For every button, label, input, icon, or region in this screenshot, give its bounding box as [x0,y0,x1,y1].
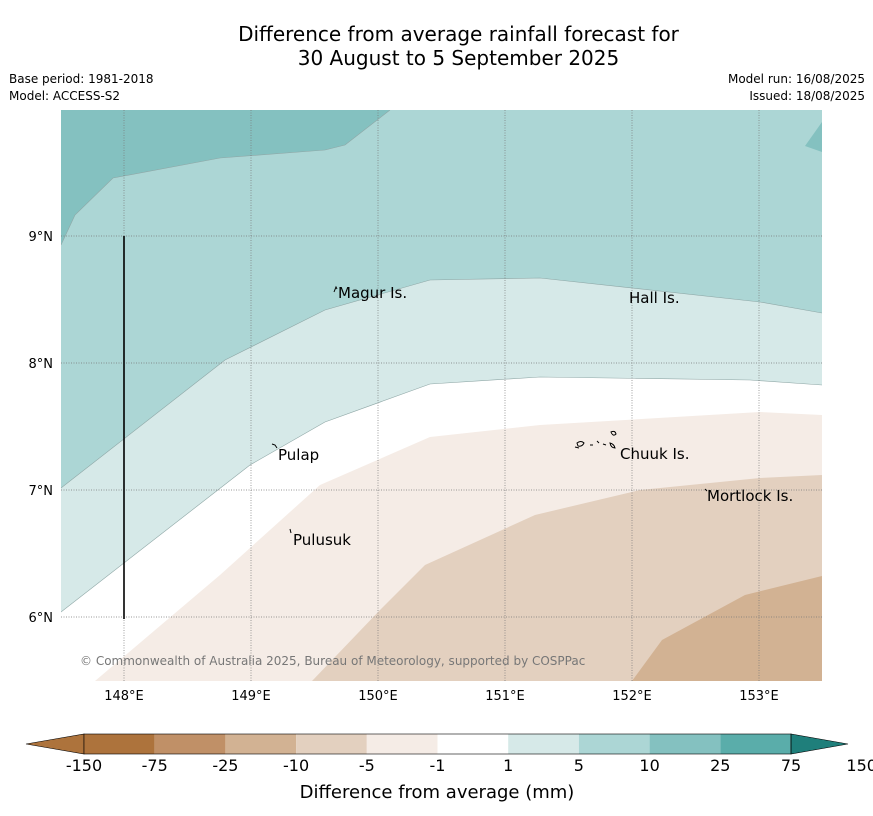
island-outlines [271,285,708,534]
lon-label: 152°E [612,689,652,704]
colorbar-tick-label: -10 [283,756,309,775]
colorbar-swatch [154,734,226,754]
lon-label: 150°E [358,689,398,704]
colorbar-extension-high [790,733,849,755]
colorbar-tick-label: -25 [212,756,238,775]
lon-label: 151°E [485,689,525,704]
place-labels: Magur Is. Hall Is. Pulap Chuuk Is. Mortl… [278,284,793,549]
colorbar-swatch [508,734,579,754]
title-line-1: Difference from average rainfall forecas… [238,22,679,46]
lat-label: 6°N [29,611,54,626]
colorbar-swatch [649,734,721,754]
colorbar-title: Difference from average (mm) [300,782,575,803]
base-period-text: Base period: 1981-2018 [9,72,154,86]
colorbar-tick-label: 25 [710,756,730,775]
colorbar-swatch [720,734,791,754]
colorbar-tick-label: 10 [639,756,659,775]
colorbar-tick-label: -5 [359,756,375,775]
colorbar-tick-label: -75 [142,756,168,775]
colorbar-swatch [366,734,438,754]
place-label-pulusuk: Pulusuk [293,531,351,549]
colorbar-tick-label: -150 [66,756,102,775]
zone-minus25-minus10 [632,576,822,681]
colorbar-tick-label: 1 [503,756,513,775]
zone-10-25-corner [805,122,822,152]
lon-labels: 148°E 149°E 150°E 151°E 152°E 153°E [104,689,779,704]
place-label-hall: Hall Is. [629,289,680,307]
lat-label: 8°N [29,357,54,372]
place-label-mortlock: Mortlock Is. [707,487,793,505]
copyright-notice: © Commonwealth of Australia 2025, Bureau… [80,654,585,668]
colorbar-frame [83,733,792,755]
model-text: Model: ACCESS-S2 [9,89,121,103]
model-run-text: Model run: 16/08/2025 [727,72,865,86]
title-line-2: 30 August to 5 September 2025 [297,46,620,70]
contour-lines [61,110,822,613]
rainfall-map: 9°N 8°N 7°N 6°N 148°E 149°E 150°E 151°E … [29,110,822,704]
place-label-pulap: Pulap [278,446,319,464]
lon-label: 149°E [231,689,271,704]
place-label-chuuk: Chuuk Is. [620,445,689,463]
lat-label: 7°N [29,484,54,499]
colorbar-ticks: -150 -75 -25 -10 -5 -1 1 5 10 25 75 150 [66,756,873,775]
colorbar [25,733,849,755]
place-label-magur: Magur Is. [338,284,407,302]
chart-title: Difference from average rainfall forecas… [0,22,873,70]
colorbar-swatch [437,734,509,754]
issued-text: Issued: 18/08/2025 [749,89,865,103]
meta-right: Model run: 16/08/2025 Issued: 18/08/2025 [728,71,865,105]
colorbar-swatch [225,734,297,754]
colorbar-swatch [578,734,650,754]
colorbar-tick-label: 150 [846,756,873,775]
meta-left: Base period: 1981-2018 Model: ACCESS-S2 [9,71,154,105]
lat-labels: 9°N 8°N 7°N 6°N [29,230,54,626]
lon-label: 148°E [104,689,144,704]
colorbar-tick-label: -1 [430,756,446,775]
colorbar-tick-label: 75 [781,756,801,775]
colorbar-swatch [296,734,367,754]
colorbar-tick-label: 5 [574,756,584,775]
colorbar-extension-low [25,733,85,755]
lon-label: 153°E [739,689,779,704]
lat-label: 9°N [29,230,54,245]
colorbar-swatch [84,734,155,754]
